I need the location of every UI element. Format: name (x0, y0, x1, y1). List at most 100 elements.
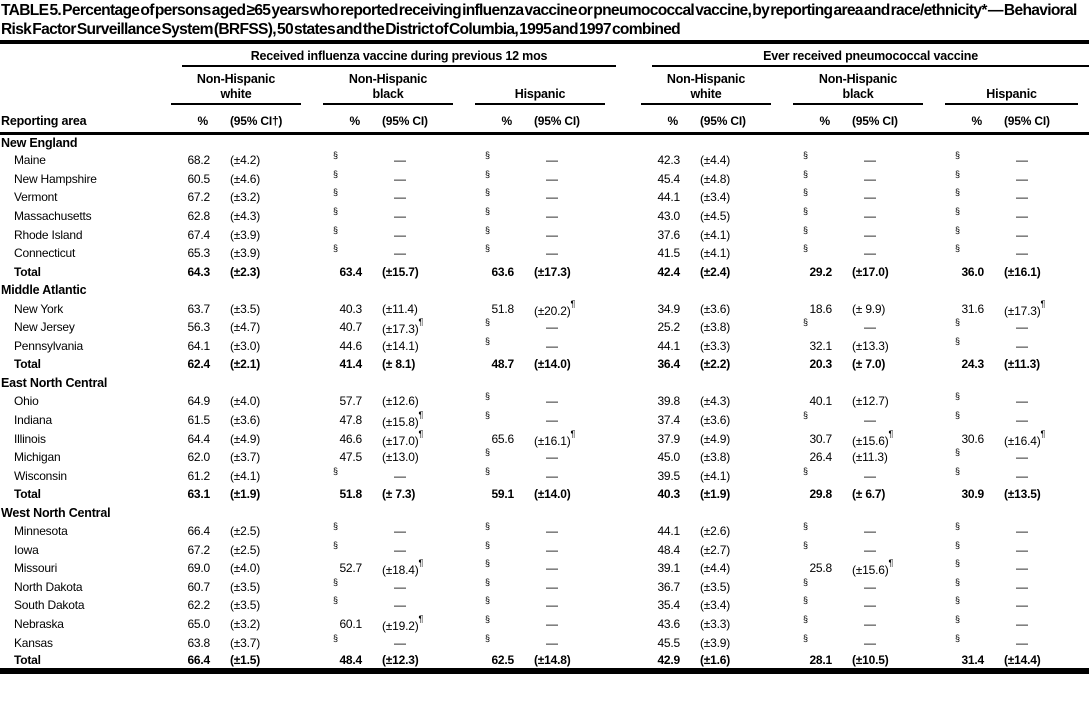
ci-cell: — (394, 635, 406, 650)
percent-header: % (312, 105, 370, 135)
pilcrow-symbol: ¶ (1040, 428, 1046, 439)
percent-cell: 42.4 (657, 264, 680, 279)
ci-cell: (±3.5) (230, 598, 261, 613)
section-symbol: § (954, 447, 960, 458)
percent-cell: 60.5 (187, 171, 210, 186)
table-row: Kansas 63.8 (±3.7) § — § — 45.5 (±3.9) § — § — (0, 632, 1089, 653)
section-symbol: § (802, 168, 808, 179)
percent-cell: § (312, 206, 370, 226)
subgroup-label-line: Non-Hispanic (666, 72, 746, 86)
ci-cell: — (394, 190, 406, 205)
percent-cell: § (782, 540, 840, 560)
spacer-cell (616, 356, 630, 375)
ci-cell: — (394, 524, 406, 539)
percent-cell: 24.3 (961, 357, 984, 372)
percent-cell: § (312, 243, 370, 263)
percent-cell: § (464, 558, 522, 579)
section-symbol: § (954, 539, 960, 550)
ci-cell: (±1.9) (230, 487, 261, 502)
section-symbol: § (802, 632, 808, 643)
ci-cell: — (546, 320, 558, 335)
ci-cell: (±20.2)¶ (534, 298, 576, 318)
ci-header: (95% CI) (370, 105, 464, 135)
table-body: New England Maine 68.2 (±4.2) § — § — 42.3 (±4.4)… (0, 133, 1089, 671)
percent-cell: 28.1 (809, 652, 832, 667)
ci-cell: — (1016, 190, 1028, 205)
section-symbol: § (954, 168, 960, 179)
ci-cell: (±4.0) (230, 394, 261, 409)
ci-cell: (±4.1) (700, 227, 731, 242)
section-symbol: § (954, 187, 960, 198)
percent-header: % (782, 105, 840, 135)
table-row: New Hampshire 60.5 (±4.6) § — § — 45.4 (±4.8) § — §… (0, 168, 1089, 189)
ci-cell: — (546, 579, 558, 594)
section-symbol: § (484, 613, 490, 624)
section-symbol: § (484, 150, 490, 161)
section-symbol: § (332, 576, 338, 587)
ci-header: (95% CI) (688, 105, 782, 135)
subgroup-pneu-hispanic: Hispanic (934, 67, 1089, 105)
ci-cell: — (864, 598, 876, 613)
percent-cell: 37.4 (657, 412, 680, 427)
empty-cell (0, 67, 160, 105)
percent-cell: 65.0 (187, 616, 210, 631)
area-cell: Total (14, 357, 41, 372)
ci-cell: (±11.3) (852, 450, 888, 465)
pilcrow-symbol: ¶ (888, 558, 894, 569)
section-symbol: § (954, 595, 960, 606)
ci-cell: — (864, 524, 876, 539)
section-symbol: § (484, 317, 490, 328)
percent-cell: 63.4 (339, 264, 362, 279)
ci-cell: — (864, 412, 876, 427)
percent-cell: 36.7 (657, 579, 680, 594)
section-symbol: § (954, 335, 960, 346)
percent-cell: § (782, 243, 840, 263)
ci-cell: — (546, 153, 558, 168)
ci-cell: (±3.4) (700, 190, 731, 205)
percent-cell: 20.3 (809, 357, 832, 372)
section-symbol: § (954, 391, 960, 402)
reporting-area-header: Reporting area (0, 105, 160, 135)
percent-cell: § (312, 466, 370, 486)
table-row: Michigan 62.0 (±3.7) 47.5 (±13.0) § — 45.0 (±3.8… (0, 447, 1089, 467)
area-cell: Total (14, 264, 41, 279)
spacer-cell (616, 634, 630, 653)
ci-cell: (±4.0) (230, 561, 261, 576)
ci-cell: (±3.3) (700, 616, 731, 631)
percent-cell: 30.9 (961, 487, 984, 502)
percent-cell: § (312, 521, 370, 541)
percent-cell: 25.2 (657, 320, 680, 335)
ci-cell: (±1.9) (700, 487, 731, 502)
ci-cell: — (1016, 246, 1028, 261)
ci-cell: (±4.8) (700, 171, 731, 186)
section-symbol: § (802, 187, 808, 198)
section-row: East North Central (0, 374, 1089, 393)
percent-cell: 61.5 (187, 412, 210, 427)
ci-cell: — (546, 338, 558, 353)
ci-cell: (±3.9) (700, 635, 731, 650)
pilcrow-symbol: ¶ (570, 298, 576, 309)
group-label: Received influenza vaccine during previo… (182, 49, 616, 67)
percent-cell: 64.9 (187, 394, 210, 409)
ci-cell: (±17.0) (852, 264, 889, 279)
percent-cell: 62.8 (187, 208, 210, 223)
section-symbol: § (954, 224, 960, 235)
ci-header: (95% CI) (992, 105, 1089, 135)
ci-cell: (±3.6) (700, 301, 731, 316)
area-cell: Vermont (14, 190, 58, 205)
area-cell: New Hampshire (14, 171, 97, 186)
ci-cell: — (1016, 320, 1028, 335)
section-header: West North Central (1, 505, 111, 520)
percent-cell: 63.8 (187, 635, 210, 650)
ci-cell: (±3.3) (700, 338, 731, 353)
spacer-cell (616, 411, 630, 430)
spacer-cell (616, 318, 630, 337)
percent-cell: 32.1 (809, 338, 832, 353)
ci-cell: (±12.3) (382, 652, 419, 667)
percent-cell: 39.1 (657, 561, 680, 576)
ci-cell: (±4.3) (700, 394, 731, 409)
percent-cell: § (934, 595, 992, 616)
section-symbol: § (484, 539, 490, 550)
section-symbol: § (484, 632, 490, 643)
area-cell: Kansas (14, 635, 53, 650)
